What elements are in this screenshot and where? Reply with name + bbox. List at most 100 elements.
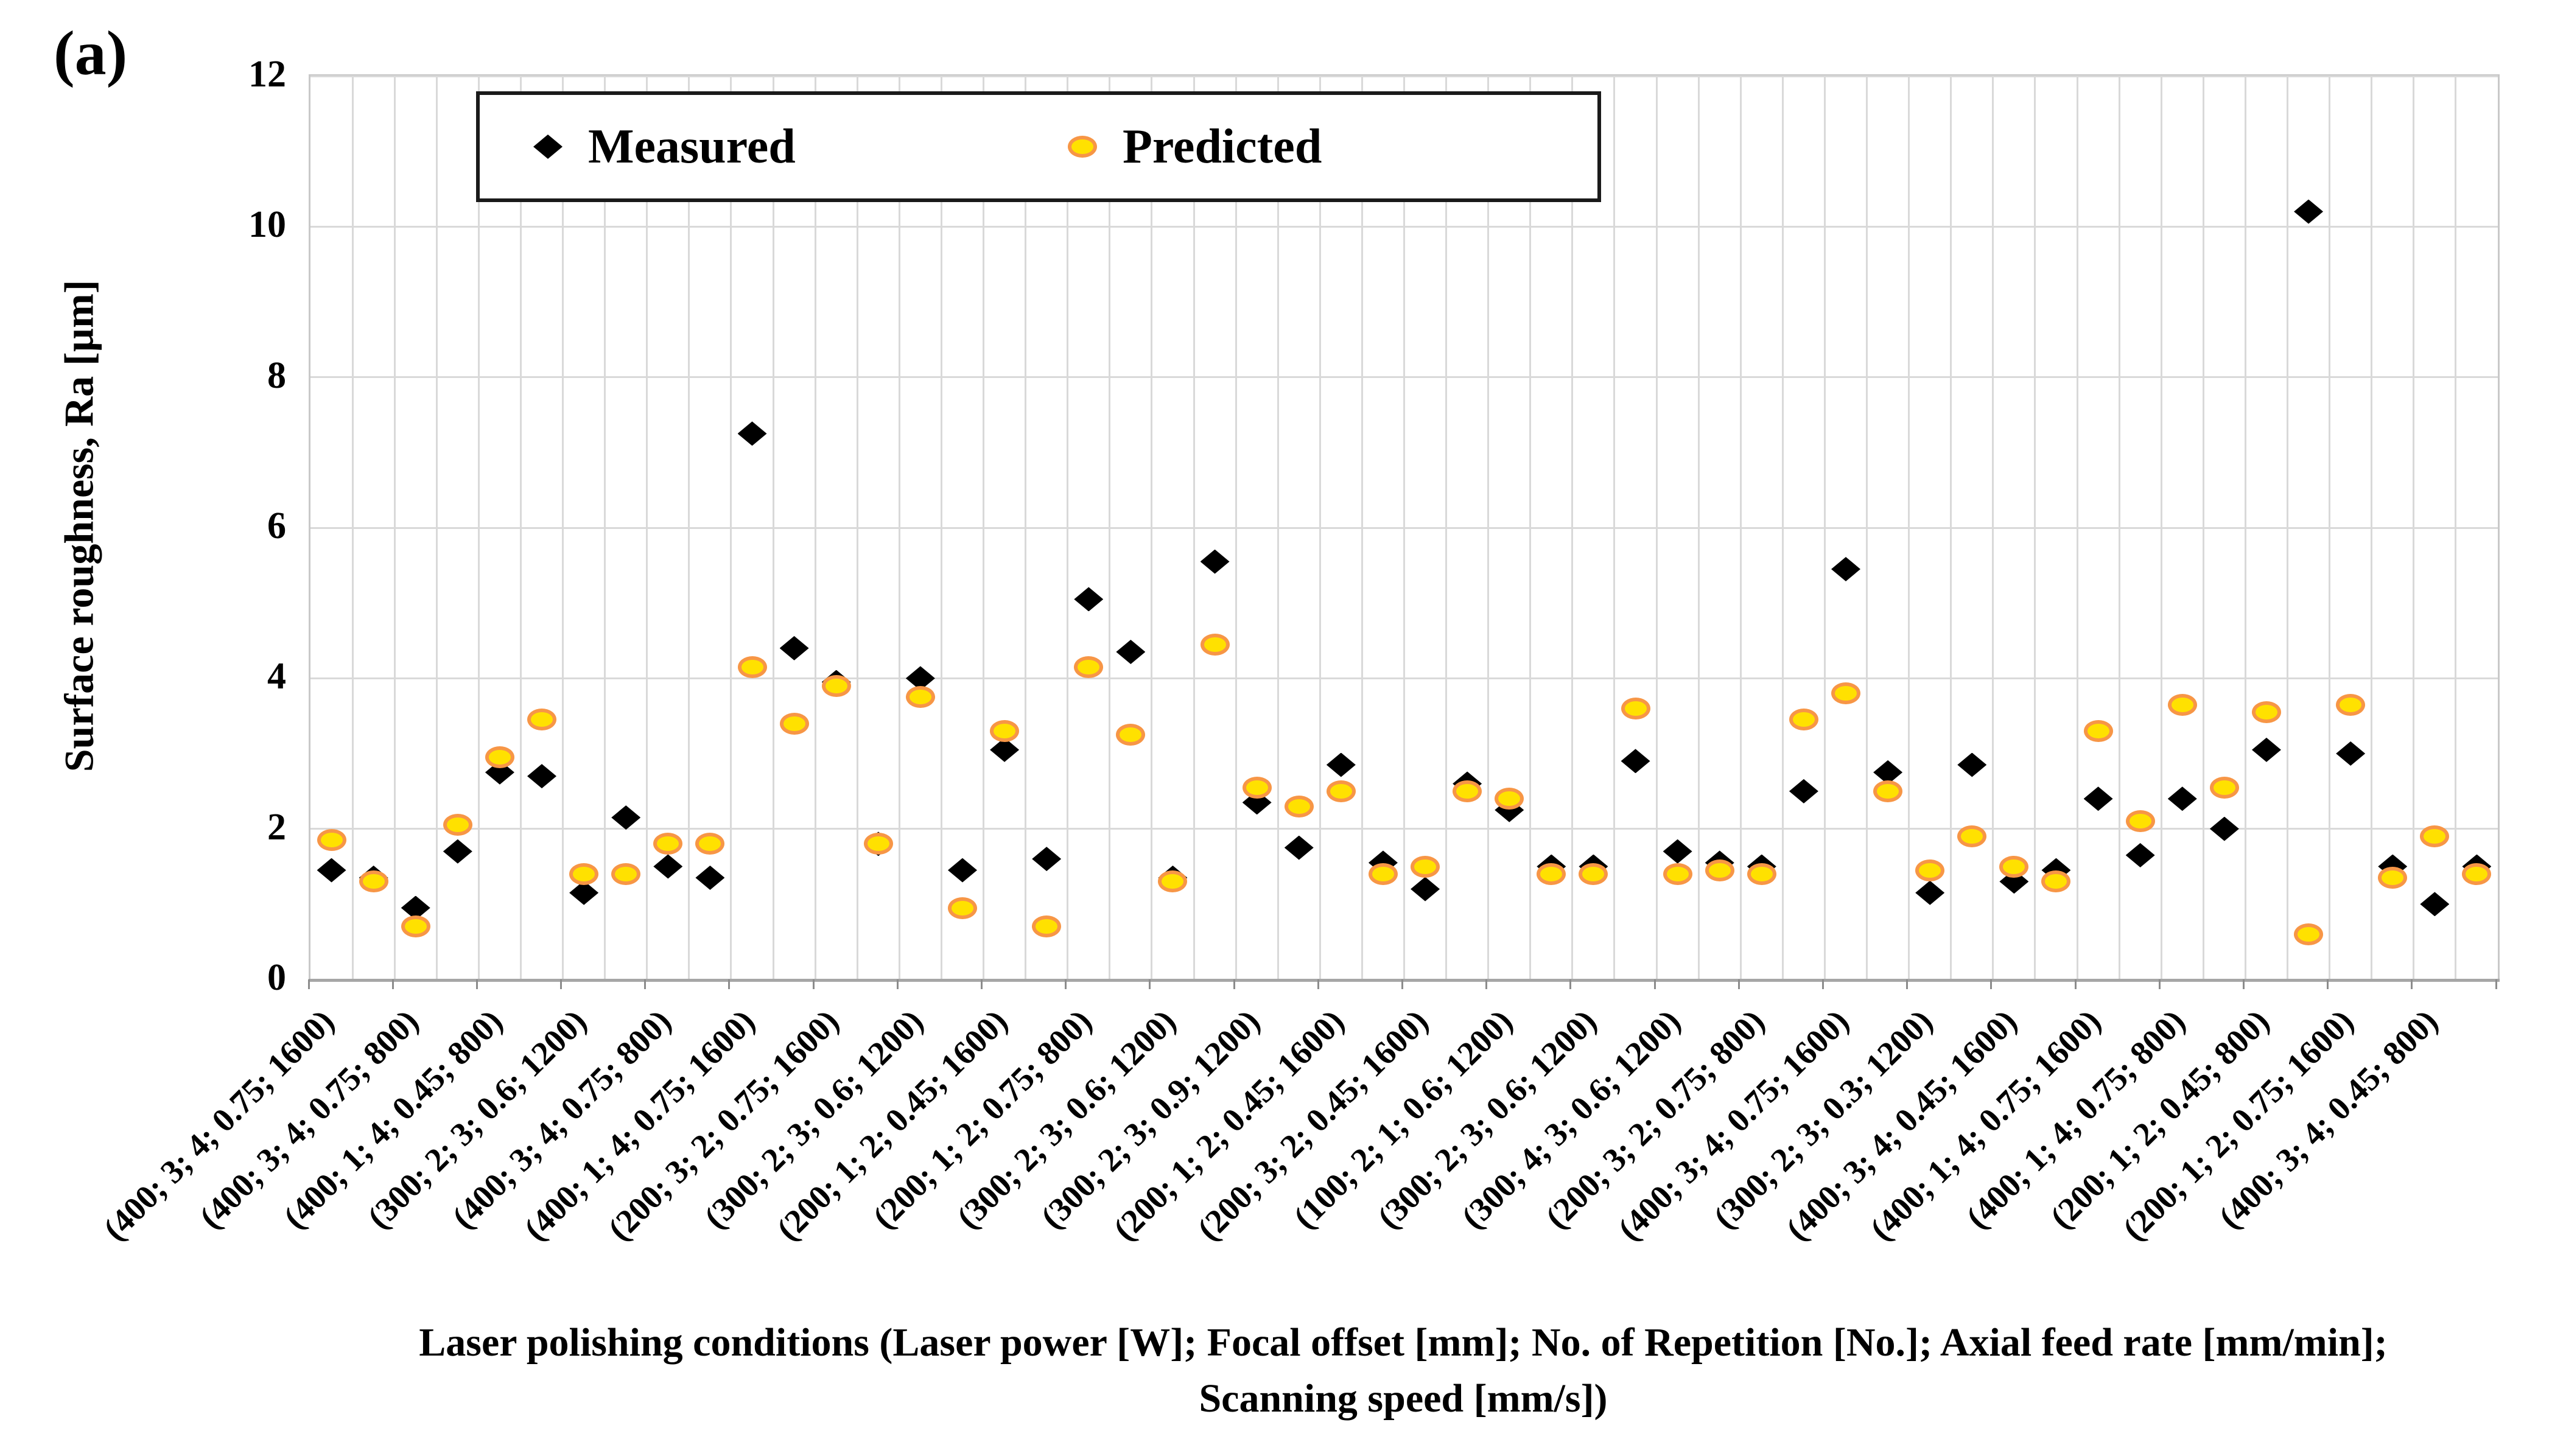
v-gridline — [940, 76, 942, 979]
v-gridline — [2202, 76, 2204, 979]
x-axis-title: Laser polishing conditions (Laser power … — [419, 1320, 2388, 1421]
predicted-point — [1873, 780, 1903, 802]
y-tick-label: 10 — [248, 204, 286, 246]
measured-point — [443, 839, 472, 864]
panel-label: (a) — [54, 18, 128, 88]
predicted-point — [1074, 656, 1104, 678]
v-gridline — [1151, 76, 1153, 979]
predicted-point — [359, 870, 388, 893]
x-tick-mark — [1485, 979, 1488, 989]
v-gridline — [646, 76, 648, 979]
predicted-point — [401, 915, 430, 938]
predicted-point — [1915, 859, 1945, 881]
y-tick-label: 6 — [267, 505, 286, 547]
predicted-point — [905, 686, 935, 709]
v-gridline — [1739, 76, 1742, 979]
v-gridline — [435, 76, 438, 979]
predicted-point — [653, 833, 683, 855]
predicted-point — [527, 709, 557, 731]
measured-point — [2167, 786, 2197, 811]
predicted-point — [821, 674, 851, 697]
predicted-point — [2294, 923, 2324, 945]
predicted-point — [1579, 863, 1608, 885]
x-tick-mark — [644, 979, 647, 989]
measured-point — [1621, 749, 1650, 774]
predicted-point — [779, 712, 809, 735]
predicted-point — [1200, 633, 1230, 656]
v-gridline — [1235, 76, 1237, 979]
v-gridline — [1571, 76, 1574, 979]
v-gridline — [562, 76, 564, 979]
predicted-point — [2251, 701, 2281, 723]
measured-point — [1326, 752, 1356, 777]
predicted-point — [1326, 780, 1356, 802]
predicted-point — [2378, 867, 2408, 889]
measured-point — [1831, 557, 1860, 582]
y-tick-label: 2 — [267, 806, 286, 848]
x-tick-mark — [475, 979, 478, 989]
predicted-point — [737, 656, 767, 678]
x-tick-mark — [1401, 979, 1403, 989]
measured-point — [779, 635, 809, 660]
v-gridline — [2413, 76, 2415, 979]
v-gridline — [730, 76, 732, 979]
v-gridline — [1992, 76, 1994, 979]
v-gridline — [519, 76, 522, 979]
predicted-point — [485, 746, 514, 769]
v-gridline — [1866, 76, 1868, 979]
predicted-point — [2041, 870, 2071, 893]
predicted-point — [1537, 863, 1566, 885]
measured-point — [1411, 877, 1440, 901]
predicted-point — [1663, 863, 1692, 885]
x-tick-mark — [896, 979, 899, 989]
y-tick-label: 12 — [248, 54, 286, 95]
v-gridline — [983, 76, 985, 979]
measured-point — [317, 858, 346, 883]
x-tick-mark — [1065, 979, 1067, 989]
x-tick-mark — [1149, 979, 1151, 989]
measured-point — [1032, 847, 1062, 872]
v-gridline — [1529, 76, 1532, 979]
v-gridline — [2287, 76, 2289, 979]
measured-point — [2251, 737, 2281, 762]
legend-predicted-label: Predicted — [1123, 119, 1322, 173]
predicted-point — [1495, 788, 1524, 810]
v-gridline — [351, 76, 354, 979]
v-gridline — [2455, 76, 2457, 979]
measured-point — [1789, 779, 1818, 803]
x-tick-mark — [1906, 979, 1909, 989]
measured-point — [1663, 839, 1692, 864]
v-gridline — [1697, 76, 1700, 979]
v-gridline — [2076, 76, 2078, 979]
measured-point — [947, 858, 977, 883]
predicted-point — [863, 833, 893, 855]
legend-item-measured: Measured — [533, 95, 796, 198]
predicted-point — [1957, 825, 1987, 848]
predicted-point — [1453, 780, 1482, 802]
v-gridline — [688, 76, 690, 979]
x-tick-mark — [1233, 979, 1235, 989]
x-tick-mark — [1569, 979, 1572, 989]
x-axis-line — [309, 979, 2500, 982]
v-gridline — [604, 76, 606, 979]
predicted-point — [2125, 810, 2155, 833]
x-tick-mark — [1317, 979, 1319, 989]
measured-point — [2294, 199, 2324, 224]
v-gridline — [1277, 76, 1279, 979]
v-gridline — [1361, 76, 1363, 979]
v-gridline — [1823, 76, 1826, 979]
v-gridline — [1025, 76, 1027, 979]
v-gridline — [1908, 76, 1910, 979]
x-tick-mark — [2074, 979, 2077, 989]
x-tick-mark — [391, 979, 394, 989]
predicted-point — [1705, 859, 1734, 881]
x-tick-mark — [812, 979, 815, 989]
v-gridline — [1193, 76, 1195, 979]
v-gridline — [1067, 76, 1069, 979]
measured-point — [2125, 842, 2155, 867]
measured-point — [2420, 892, 2450, 917]
v-gridline — [2371, 76, 2373, 979]
measured-point — [527, 764, 557, 789]
predicted-point — [1284, 795, 1314, 817]
v-gridline — [1613, 76, 1616, 979]
